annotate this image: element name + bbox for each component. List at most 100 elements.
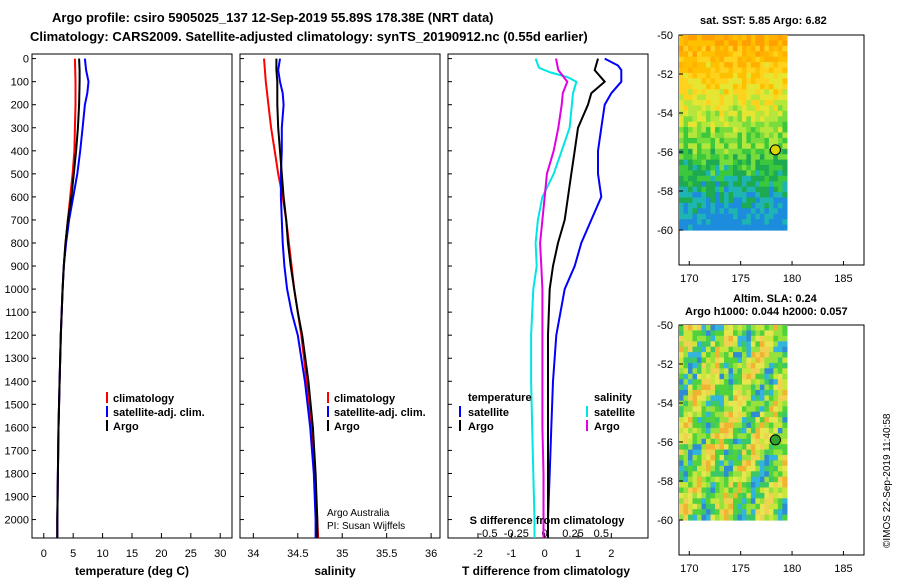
map-cell <box>755 417 761 424</box>
map-cell <box>719 78 725 85</box>
map-cell <box>777 368 783 375</box>
map-cell <box>733 352 739 359</box>
map-cell <box>777 219 783 226</box>
map-y-tick-label: -54 <box>657 398 673 410</box>
map-cell <box>777 159 783 166</box>
map-cell <box>701 427 707 434</box>
map-cell <box>746 40 752 47</box>
x-tick-label: 30 <box>214 548 226 560</box>
map-cell <box>719 444 725 451</box>
map-cell <box>683 498 689 505</box>
map-cell <box>697 45 703 52</box>
map-cell <box>715 148 721 155</box>
map-cell <box>683 45 689 52</box>
map-cell <box>692 503 698 510</box>
map-cell <box>715 357 721 364</box>
map-cell <box>683 384 689 391</box>
map-cell <box>715 143 721 150</box>
map-cell <box>719 433 725 440</box>
map-cell <box>715 94 721 101</box>
map-cell <box>688 449 694 456</box>
map-cell <box>679 170 685 177</box>
map-cell <box>759 83 765 90</box>
map-cell <box>679 368 685 375</box>
map-cell <box>679 422 685 429</box>
map-cell <box>683 132 689 139</box>
map-cell <box>728 175 734 182</box>
map-cell <box>750 208 756 215</box>
map-cell <box>692 395 698 402</box>
map-cell <box>724 83 730 90</box>
map-cell <box>742 132 748 139</box>
map-cell <box>764 197 770 204</box>
map-cell <box>697 127 703 134</box>
map-cell <box>755 395 761 402</box>
salinity-xlabel: salinity <box>314 564 356 578</box>
x-top-tick-label: 0.5 <box>594 528 609 540</box>
map-cell <box>768 390 774 396</box>
map-cell <box>692 72 698 79</box>
map-cell <box>710 35 716 41</box>
map-cell <box>710 406 716 413</box>
series-line-argo <box>56 58 81 538</box>
map-cell <box>782 503 788 510</box>
map-cell <box>719 100 725 106</box>
map-cell <box>701 346 707 353</box>
map-cell <box>764 357 770 364</box>
map-cell <box>692 325 698 331</box>
map-cell <box>764 127 770 134</box>
map-cell <box>679 175 685 182</box>
map-cell <box>755 197 761 204</box>
map-cell <box>692 465 698 472</box>
map-cell <box>692 330 698 337</box>
map-cell <box>777 325 783 331</box>
map-cell <box>728 341 734 348</box>
map-cell <box>724 116 730 123</box>
map-cell <box>746 465 752 472</box>
map-cell <box>679 219 685 226</box>
map-cell <box>759 132 765 139</box>
map-cell <box>733 170 739 177</box>
map-cell <box>688 105 694 112</box>
argo-location-marker <box>769 144 781 156</box>
map-cell <box>683 224 689 231</box>
map-cell <box>701 455 707 461</box>
map-cell <box>688 417 694 424</box>
map-cell <box>777 192 783 199</box>
map-cell <box>750 51 756 58</box>
map-cell <box>755 219 761 226</box>
map-cell <box>701 406 707 413</box>
map-cell <box>746 100 752 106</box>
map-cell <box>706 330 712 337</box>
map-cell <box>750 89 756 96</box>
map-cell <box>777 45 783 52</box>
map-cell <box>746 94 752 101</box>
legend-argo-swatch <box>106 420 108 431</box>
map-cell <box>742 100 748 106</box>
map-cell <box>706 165 712 171</box>
x-tick-label: 10 <box>96 548 108 560</box>
map-cell <box>719 121 725 128</box>
map-cell <box>755 471 761 478</box>
map-cell <box>728 433 734 440</box>
map-cell <box>759 35 765 41</box>
map-cell <box>759 427 765 434</box>
map-cell <box>679 35 685 41</box>
map-cell <box>737 83 743 90</box>
map-cell <box>755 460 761 467</box>
map-cell <box>768 395 774 402</box>
map-cell <box>773 202 779 209</box>
map-cell <box>710 89 716 96</box>
map-cell <box>683 192 689 199</box>
map-cell <box>724 224 730 231</box>
map-cell <box>755 35 761 41</box>
x-top-tick-label: 0.25 <box>562 528 583 540</box>
map-cell <box>742 341 748 348</box>
map-cell <box>679 78 685 85</box>
map-cell <box>719 482 725 489</box>
map-cell <box>706 395 712 402</box>
map-cell <box>773 368 779 375</box>
map-cell <box>697 202 703 209</box>
map-cell <box>688 116 694 123</box>
map-cell <box>750 390 756 396</box>
